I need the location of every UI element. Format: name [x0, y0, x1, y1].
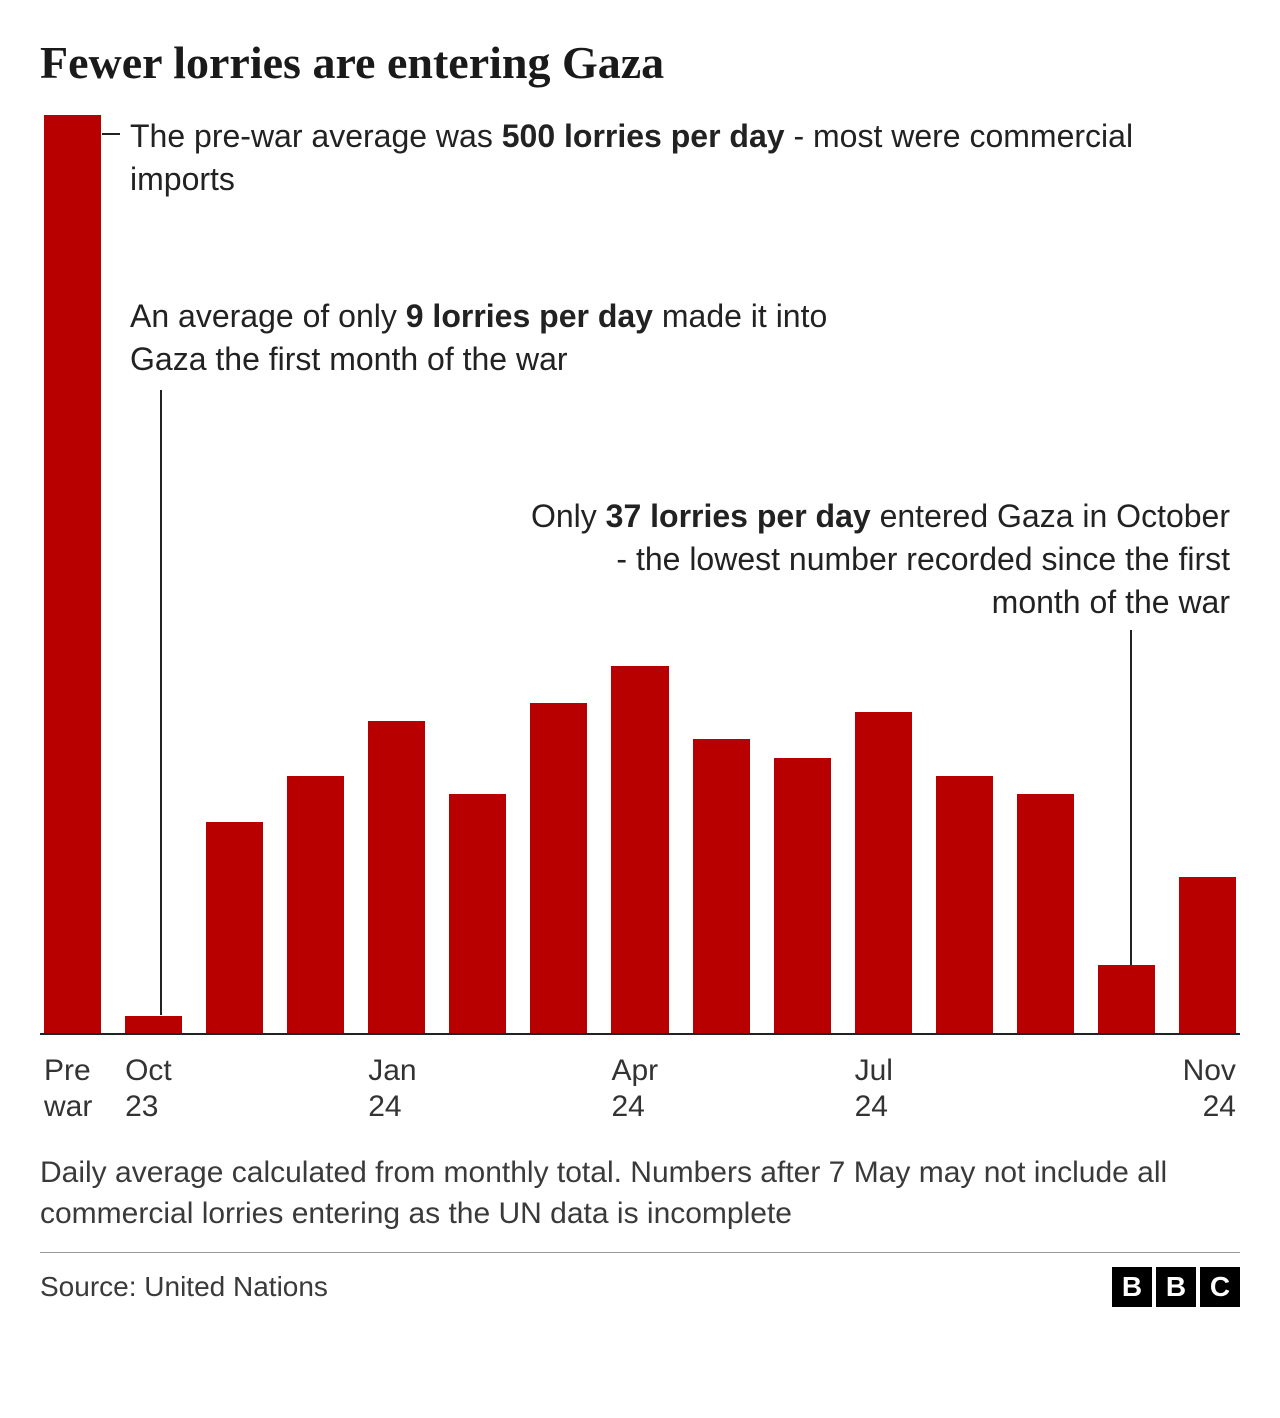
- chart-container: The pre-war average was 500 lorries per …: [40, 115, 1240, 1135]
- x-tick-label: [1098, 1053, 1155, 1135]
- source-text: Source: United Nations: [40, 1271, 328, 1303]
- bar: [449, 794, 506, 1033]
- x-tick-label: [449, 1053, 506, 1135]
- callout-line-2: [160, 390, 162, 1015]
- x-axis-labels: Prewar Oct23 Jan24 Apr24 Jul24 Nov24: [40, 1045, 1240, 1135]
- x-tick-label: Nov24: [1179, 1053, 1236, 1135]
- bbc-logo: B B C: [1112, 1267, 1240, 1307]
- bar: [1179, 877, 1236, 1033]
- x-tick-label: [206, 1053, 263, 1135]
- bar: [530, 703, 587, 1033]
- x-tick-label: [1017, 1053, 1074, 1135]
- bar: [287, 776, 344, 1033]
- bar: [206, 822, 263, 1033]
- bar: [44, 115, 101, 1033]
- x-tick-label: [530, 1053, 587, 1135]
- annotation-text: An average of only: [130, 298, 406, 334]
- chart-footnote: Daily average calculated from monthly to…: [40, 1153, 1240, 1253]
- annotation-bold: 500 lorries per day: [502, 118, 785, 154]
- annotation-bold: 9 lorries per day: [406, 298, 653, 334]
- x-tick-label: Oct23: [125, 1053, 182, 1135]
- x-tick-label: Jan24: [368, 1053, 425, 1135]
- bar: [855, 712, 912, 1033]
- x-tick-label: [936, 1053, 993, 1135]
- source-row: Source: United Nations B B C: [40, 1267, 1240, 1307]
- x-tick-label: [774, 1053, 831, 1135]
- x-tick-label: Prewar: [44, 1053, 101, 1135]
- bbc-logo-letter: B: [1156, 1267, 1196, 1307]
- x-tick-label: Apr24: [611, 1053, 668, 1135]
- callout-line-3: [1130, 630, 1132, 965]
- bar: [1098, 965, 1155, 1033]
- annotation-text: The pre-war average was: [130, 118, 502, 154]
- annotation-firstmonth: An average of only 9 lorries per day mad…: [130, 295, 890, 381]
- plot-area: The pre-war average was 500 lorries per …: [40, 115, 1240, 1035]
- bbc-logo-letter: C: [1200, 1267, 1240, 1307]
- bar: [1017, 794, 1074, 1033]
- annotation-prewar: The pre-war average was 500 lorries per …: [130, 115, 1150, 201]
- bar: [774, 758, 831, 1033]
- bar: [368, 721, 425, 1033]
- bar: [611, 666, 668, 1033]
- annotation-text: Only: [531, 498, 606, 534]
- x-tick-label: [287, 1053, 344, 1135]
- annotation-october: Only 37 lorries per day entered Gaza in …: [530, 495, 1230, 625]
- x-tick-label: [693, 1053, 750, 1135]
- callout-tick-1: [102, 133, 120, 135]
- x-tick-label: Jul24: [855, 1053, 912, 1135]
- bar: [693, 739, 750, 1033]
- annotation-bold: 37 lorries per day: [606, 498, 871, 534]
- bar: [125, 1016, 182, 1033]
- chart-title: Fewer lorries are entering Gaza: [40, 36, 1240, 89]
- bar: [936, 776, 993, 1033]
- bbc-logo-letter: B: [1112, 1267, 1152, 1307]
